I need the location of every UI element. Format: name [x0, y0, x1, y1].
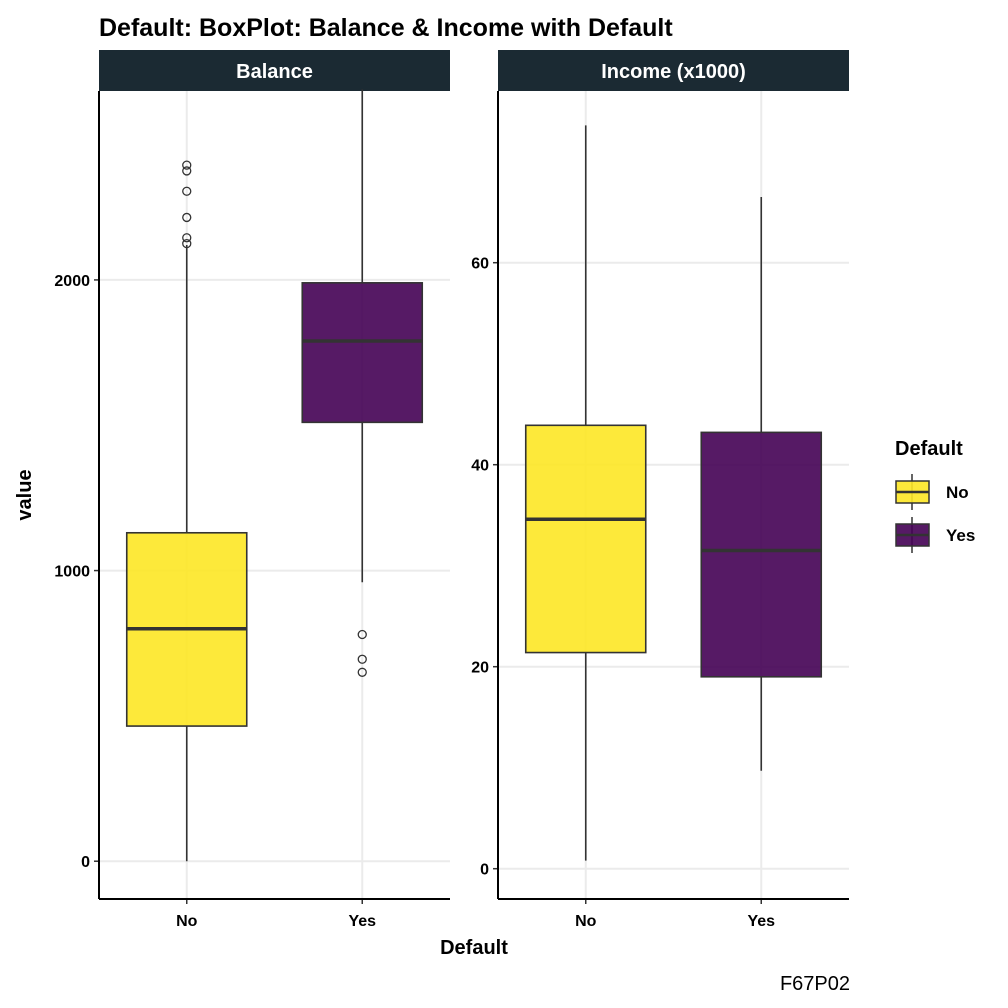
outlier-point	[357, 629, 367, 640]
box-no	[524, 125, 647, 861]
y-axis-ticks: 0 20 40 60	[471, 256, 498, 879]
legend-title: Default	[895, 438, 963, 460]
legend-label: No	[946, 483, 969, 502]
legend-key-no: No	[895, 474, 969, 510]
panel-balance: Balance 0 1000 2000 No Yes	[54, 50, 450, 930]
x-tick-label: No	[575, 913, 597, 930]
box-iqr	[700, 431, 823, 678]
y-tick-label: 0	[81, 854, 90, 871]
outlier-point	[357, 667, 367, 677]
outlier-point	[182, 166, 192, 176]
y-axis-ticks: 0 1000 2000	[54, 273, 99, 871]
legend: Default No Yes	[895, 438, 975, 553]
caption: F67P02	[780, 973, 850, 995]
boxes	[125, 89, 424, 862]
panel-income: Income (x1000) 0 20 40 60 No Yes	[471, 50, 849, 930]
y-tick-label: 60	[471, 256, 489, 273]
strip-background	[498, 50, 849, 91]
x-tick-label: No	[176, 913, 198, 930]
chart-title: Default: BoxPlot: Balance & Income with …	[99, 14, 673, 42]
outlier-point	[182, 212, 192, 223]
box-no	[125, 160, 248, 862]
y-tick-label: 40	[471, 458, 489, 475]
y-tick-label: 20	[471, 660, 489, 677]
x-axis-ticks: No Yes	[575, 899, 775, 930]
legend-label: Yes	[946, 526, 975, 545]
box-yes	[700, 197, 823, 771]
boxes	[524, 125, 823, 861]
strip-label-balance: Balance	[236, 61, 313, 83]
y-axis-title: value	[14, 469, 36, 520]
outlier-point	[182, 233, 192, 243]
grid-lines	[99, 91, 450, 899]
legend-key-yes: Yes	[895, 517, 975, 553]
x-axis-ticks: No Yes	[176, 899, 376, 930]
x-tick-label: Yes	[348, 913, 376, 930]
box-yes	[301, 89, 424, 677]
box-iqr	[524, 424, 647, 654]
box-iqr	[301, 282, 424, 424]
outlier-point	[182, 186, 192, 196]
outlier-point	[182, 160, 192, 170]
x-tick-label: Yes	[747, 913, 775, 930]
outlier-point	[357, 654, 367, 664]
y-tick-label: 0	[480, 862, 489, 879]
outlier-point	[182, 238, 192, 249]
y-tick-label: 2000	[54, 273, 90, 290]
x-axis-title: Default	[440, 937, 508, 959]
strip-label-income: Income (x1000)	[601, 61, 746, 83]
y-tick-label: 1000	[54, 564, 90, 581]
strip-background	[99, 50, 450, 91]
